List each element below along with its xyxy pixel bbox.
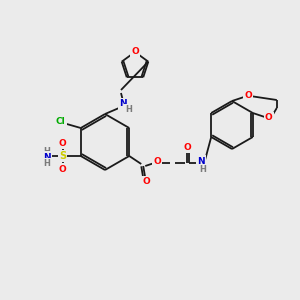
Text: O: O <box>59 164 67 173</box>
Text: H: H <box>43 146 50 155</box>
Text: Cl: Cl <box>56 118 66 127</box>
Text: O: O <box>59 139 67 148</box>
Text: H: H <box>126 106 132 115</box>
Text: O: O <box>131 46 139 56</box>
Text: N: N <box>119 100 127 109</box>
Text: O: O <box>183 142 191 152</box>
Text: H: H <box>43 160 50 169</box>
Text: S: S <box>59 151 66 161</box>
Text: O: O <box>265 113 273 122</box>
Text: N: N <box>197 157 205 166</box>
Text: O: O <box>244 92 252 100</box>
Text: O: O <box>153 158 161 166</box>
Text: N: N <box>43 152 51 161</box>
Text: H: H <box>199 166 206 175</box>
Text: O: O <box>142 178 150 187</box>
